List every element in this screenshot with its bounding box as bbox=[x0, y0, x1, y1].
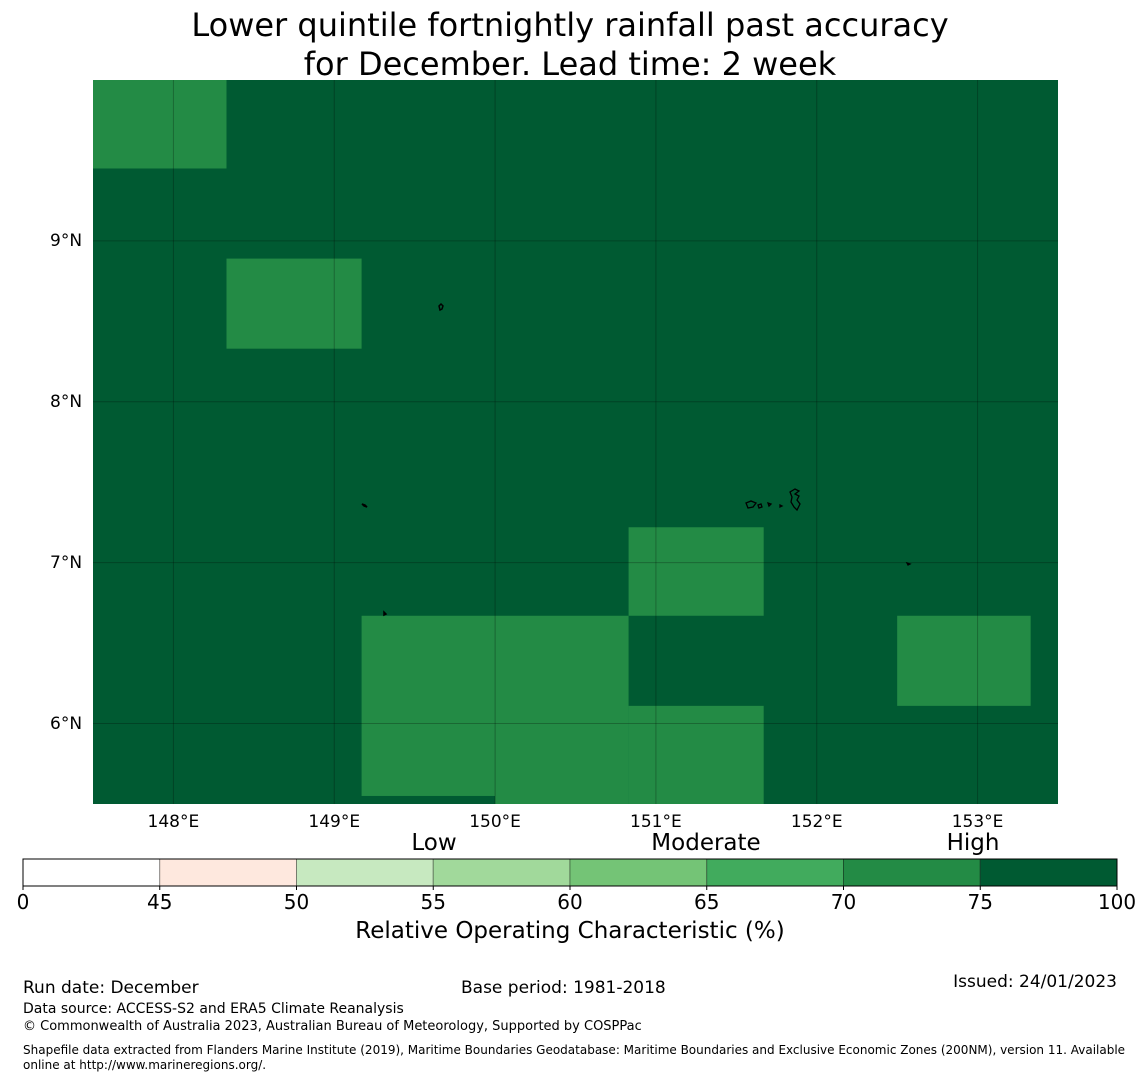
grid-cell-70-75 bbox=[628, 705, 764, 804]
colorbar-tick-label: 65 bbox=[694, 890, 720, 914]
colorbar-tick-label: 100 bbox=[1097, 890, 1137, 914]
island-outline bbox=[361, 503, 368, 508]
grid-cell-70-75 bbox=[93, 80, 227, 169]
lat-tick-label: 7°N bbox=[50, 552, 83, 573]
copyright: © Commonwealth of Australia 2023, Austra… bbox=[23, 1019, 642, 1034]
island-outline bbox=[905, 561, 912, 566]
lon-tick-label: 149°E bbox=[308, 812, 361, 832]
colorbar-segment bbox=[432, 858, 571, 887]
lon-tick-label: 148°E bbox=[147, 812, 200, 832]
grid-cell-70-75 bbox=[361, 615, 496, 796]
colorbar-segment bbox=[159, 858, 297, 887]
lon-tick-label: 151°E bbox=[630, 812, 682, 832]
colorbar-tick-label: 0 bbox=[16, 890, 30, 914]
lat-tick-label: 8°N bbox=[50, 391, 83, 412]
colorbar bbox=[22, 858, 1118, 890]
island-outline bbox=[438, 302, 444, 312]
colorbar-tick-label: 55 bbox=[420, 890, 446, 914]
grid-cell-70-75 bbox=[226, 258, 362, 349]
island-outline bbox=[766, 501, 784, 509]
lon-tick-label: 150°E bbox=[469, 812, 521, 832]
colorbar-segment bbox=[569, 858, 708, 887]
colorbar-tick-label: 45 bbox=[147, 890, 173, 914]
colorbar-segment bbox=[22, 858, 161, 887]
island-outline bbox=[789, 488, 801, 512]
lat-tick-label: 6°N bbox=[50, 713, 83, 734]
colorbar-segment bbox=[706, 858, 844, 887]
issued-date: Issued: 24/01/2023 bbox=[953, 972, 1117, 992]
colorbar-segment bbox=[843, 858, 981, 887]
lat-tick-label: 9°N bbox=[50, 230, 83, 251]
colorbar-category-moderate: Moderate bbox=[651, 830, 761, 856]
grid-cell-70-75 bbox=[628, 527, 764, 616]
colorbar-segment bbox=[979, 858, 1118, 887]
run-date: Run date: December bbox=[23, 978, 199, 998]
lon-tick-label: 153°E bbox=[951, 812, 1004, 832]
grid-cell-70-75 bbox=[495, 615, 629, 804]
base-period: Base period: 1981-2018 bbox=[461, 978, 666, 998]
map-title-line1: Lower quintile fortnightly rainfall past… bbox=[191, 6, 949, 44]
data-source: Data source: ACCESS-S2 and ERA5 Climate … bbox=[23, 1001, 404, 1017]
map-plot-area bbox=[93, 80, 1058, 804]
map-title-line2: for December. Lead time: 2 week bbox=[303, 45, 837, 83]
island-coastlines bbox=[361, 302, 912, 617]
colorbar-category-low: Low bbox=[411, 830, 457, 856]
colorbar-segment bbox=[296, 858, 434, 887]
island-outline bbox=[745, 500, 763, 509]
colorbar-tick-label: 50 bbox=[283, 890, 310, 914]
island-outline bbox=[383, 610, 388, 617]
lon-tick-label: 152°E bbox=[790, 812, 843, 832]
shapefile-credit-line1: Shapefile data extracted from Flanders M… bbox=[23, 1043, 1126, 1057]
shapefile-credit-line2: online at http://www.marineregions.org/. bbox=[23, 1058, 267, 1072]
colorbar-label: Relative Operating Characteristic (%) bbox=[355, 918, 785, 944]
colorbar-tick-label: 75 bbox=[967, 890, 993, 914]
colorbar-tick-label: 60 bbox=[557, 890, 583, 914]
colorbar-tick-label: 70 bbox=[830, 890, 857, 914]
colorbar-category-high: High bbox=[946, 830, 1000, 856]
grid-cell-70-75 bbox=[897, 615, 1031, 706]
